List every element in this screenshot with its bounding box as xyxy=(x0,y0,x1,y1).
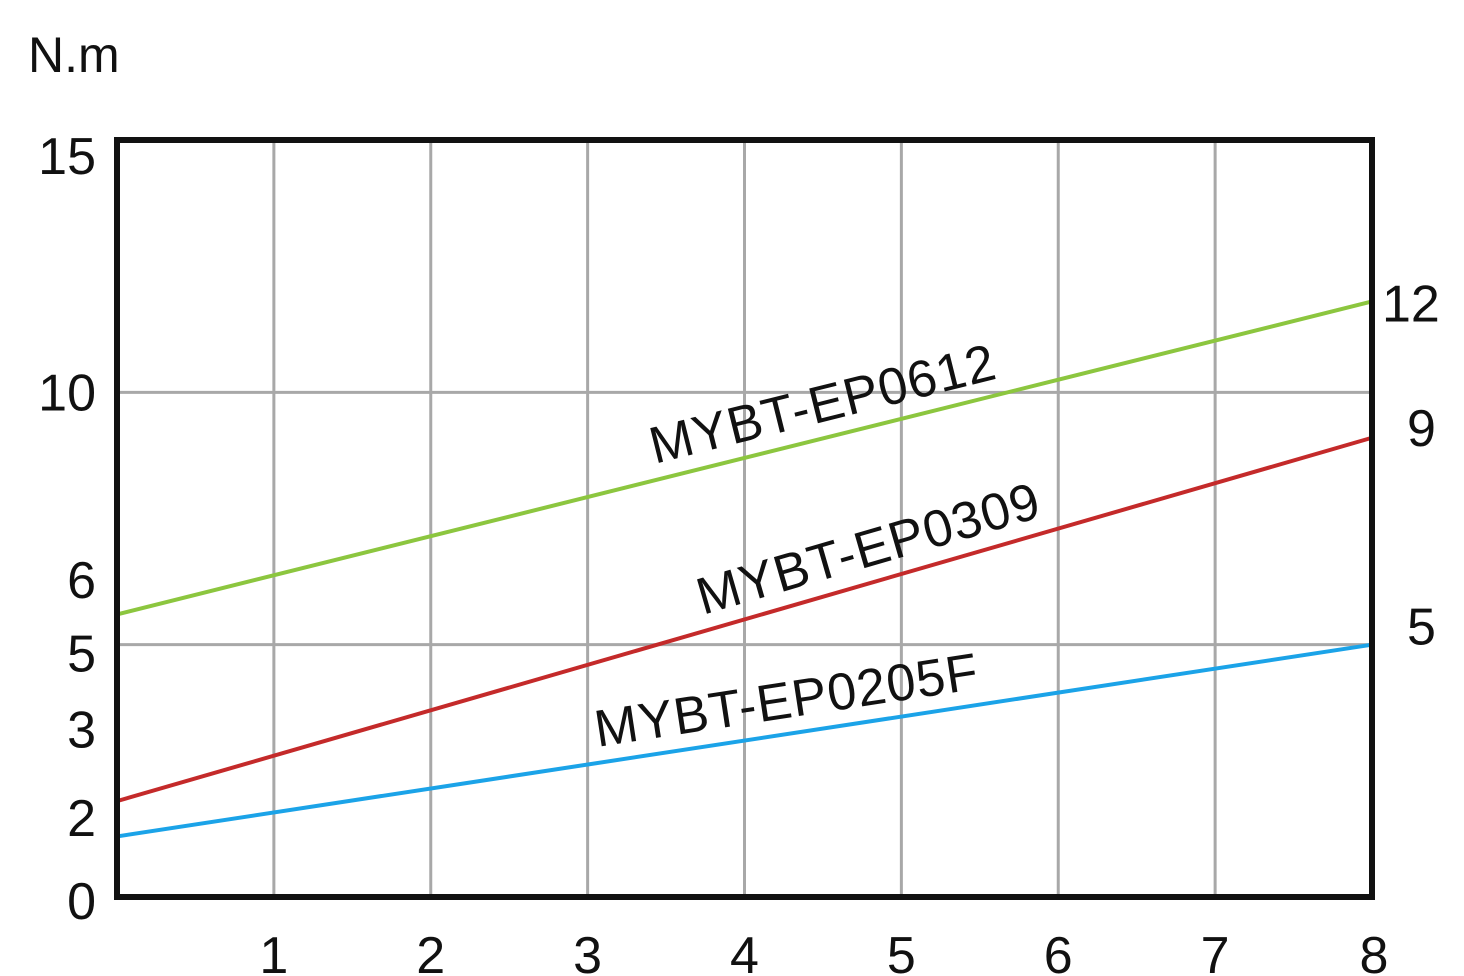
series-line xyxy=(116,435,1373,804)
x-tick-label: 5 xyxy=(887,927,916,976)
x-tick-label: 1 xyxy=(259,927,288,976)
series-line xyxy=(116,299,1373,617)
series-lines xyxy=(116,299,1373,839)
y-tick-label: 15 xyxy=(38,128,96,186)
series-end-value-label: 12 xyxy=(1382,275,1440,333)
grid-lines xyxy=(117,140,1372,897)
y-tick-label: 10 xyxy=(38,364,96,422)
series-end-value-label: 5 xyxy=(1407,599,1436,657)
y-tick-label: 0 xyxy=(67,873,96,931)
series-end-value-label: 9 xyxy=(1407,400,1436,458)
x-tick-label: 2 xyxy=(416,927,445,976)
x-tick-label: 4 xyxy=(730,927,759,976)
y-tick-label: 6 xyxy=(67,552,96,610)
x-tick-label: 6 xyxy=(1044,927,1073,976)
y-axis-unit-label: N.m xyxy=(28,27,120,83)
series-name-label: MYBT-EP0612 xyxy=(644,333,1002,475)
axis-ticks: 1 2 3 4 5 6 7 8 0 2 3 5 6 10 15 xyxy=(38,128,1388,976)
series-line xyxy=(116,642,1373,839)
y-tick-label: 3 xyxy=(67,702,96,760)
plot-frame xyxy=(114,137,1375,900)
y-tick-label: 5 xyxy=(67,626,96,684)
x-tick-label: 3 xyxy=(573,927,602,976)
x-tick-label: 7 xyxy=(1201,927,1230,976)
y-tick-label: 2 xyxy=(67,790,96,848)
series-name-label: MYBT-EP0205F xyxy=(591,643,983,759)
x-tick-label: 8 xyxy=(1360,927,1389,976)
